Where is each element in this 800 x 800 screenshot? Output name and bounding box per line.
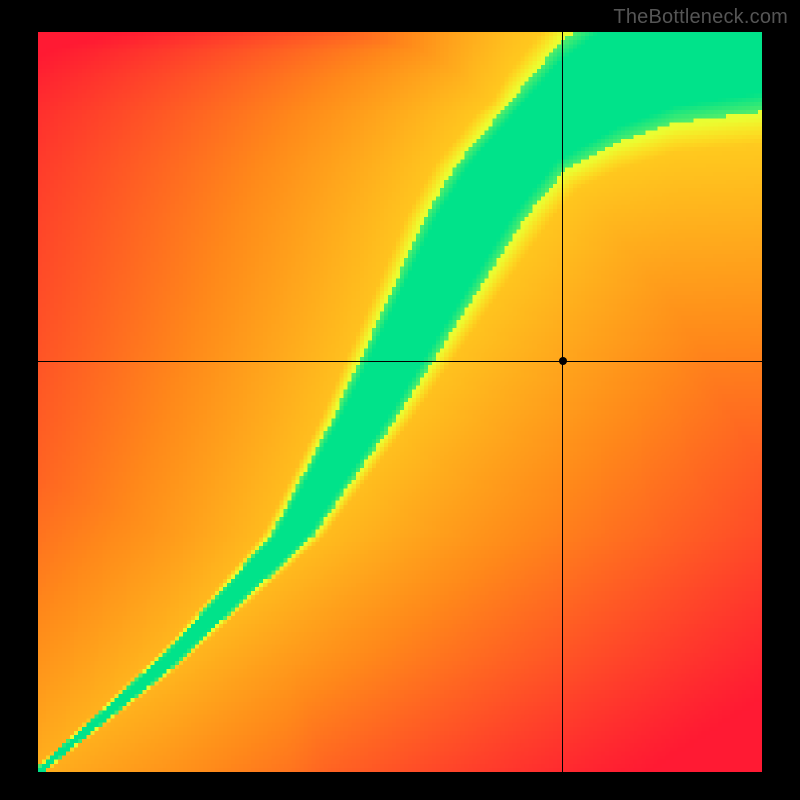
heatmap-canvas: [38, 32, 762, 772]
crosshair-line: [38, 361, 762, 362]
chart-container: TheBottleneck.com: [0, 0, 800, 800]
watermark-text: TheBottleneck.com: [613, 6, 788, 29]
crosshair-line: [562, 32, 563, 772]
heatmap-plot: [38, 32, 762, 772]
